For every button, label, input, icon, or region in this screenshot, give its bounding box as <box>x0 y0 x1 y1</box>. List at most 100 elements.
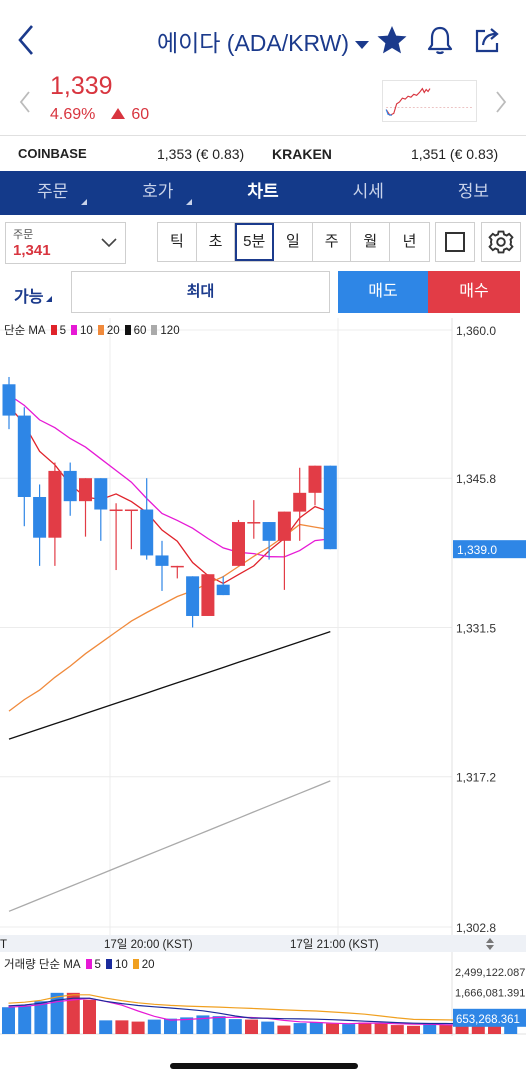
volume-bar <box>390 1025 404 1034</box>
x-tick-label: 17일 21:00 (KST) <box>290 937 379 951</box>
tab-info[interactable]: 정보 <box>421 171 526 215</box>
chevron-left-icon[interactable] <box>18 90 32 114</box>
period-second[interactable]: 초 <box>197 223 236 261</box>
vol-ma10-label: 10 <box>114 959 128 971</box>
current-price-tag <box>453 540 526 559</box>
volume-bar <box>164 1018 177 1034</box>
tab-order[interactable]: 주문 <box>0 171 105 215</box>
volume-bar <box>83 999 96 1034</box>
settings-button[interactable] <box>481 222 521 262</box>
vol-ma10-line <box>8 997 511 1025</box>
share-icon[interactable] <box>472 24 504 56</box>
exchange-name: COINBASE <box>18 146 87 161</box>
available-selector[interactable]: 가능 <box>14 283 53 307</box>
x-tick-label: T <box>0 939 7 951</box>
y-tick-label: 1,360.0 <box>456 324 496 338</box>
ma10-line <box>8 394 331 558</box>
candle-body <box>155 555 169 566</box>
sell-button[interactable]: 매도 <box>338 271 428 313</box>
tab-label: 정보 <box>457 182 490 201</box>
mini-chart[interactable] <box>382 80 477 122</box>
vol-ma20-label: 20 <box>141 959 155 971</box>
period-5min[interactable]: 5분 <box>235 223 275 261</box>
current-price-label: 1,339.0 <box>457 543 497 557</box>
ma60-line <box>8 630 331 740</box>
tab-label: 주문 <box>36 182 69 201</box>
candle-body <box>232 522 245 566</box>
ma20-line <box>8 523 331 712</box>
period-year[interactable]: 년 <box>402 233 417 250</box>
tab-label: 호가 <box>142 182 174 201</box>
volume-bar <box>309 1022 323 1034</box>
tab-label: 시세 <box>352 182 384 201</box>
volume-bar <box>439 1025 453 1034</box>
period-day[interactable]: 일 <box>274 223 313 261</box>
volume-bar <box>18 1005 32 1034</box>
x-axis-bar <box>0 935 526 952</box>
available-label: 가능 <box>14 289 44 306</box>
volume-bar <box>131 1021 145 1034</box>
y-tick-label: 1,302.8 <box>456 921 496 935</box>
current-volume-tag <box>453 1008 526 1027</box>
period-selector: 틱 초 5분 일 주 월 년 <box>157 222 430 262</box>
volume-bar <box>471 1024 485 1034</box>
chevron-left-icon[interactable] <box>14 22 40 58</box>
gear-icon <box>488 230 514 254</box>
candle-body <box>124 509 138 512</box>
tab-quotes[interactable]: 시세 <box>316 171 421 215</box>
max-button[interactable]: 최대 <box>71 271 330 313</box>
tab-orderbook[interactable]: 호가 <box>105 171 210 215</box>
candle-body <box>247 522 261 524</box>
exchange-value: 1,353 (€ 0.83) <box>157 146 245 162</box>
exchange-prices: COINBASE 1,353 (€ 0.83) KRAKEN 1,351 (€ … <box>0 135 526 171</box>
volume-bar <box>407 1025 420 1034</box>
buy-button[interactable]: 매수 <box>428 271 520 313</box>
order-price-select[interactable]: 주문 1,341 <box>5 222 126 264</box>
star-icon[interactable] <box>376 24 408 56</box>
trade-actions: 가능 최대 매도 매수 <box>0 270 526 314</box>
y-tick-label: 1,317.2 <box>456 771 496 785</box>
candle-body <box>79 478 92 502</box>
volume-bar <box>245 1019 258 1034</box>
chevron-right-icon[interactable] <box>494 90 508 114</box>
ma60-swatch <box>124 325 131 335</box>
ma5-line <box>8 405 331 585</box>
price-chart[interactable]: 단순 MA 5 10 20 60 120 거래량 단순 MA 5 10 20 1,360.0 1,… <box>0 318 526 1036</box>
candle-body <box>48 470 62 538</box>
bell-icon[interactable] <box>424 24 456 56</box>
ma120-swatch <box>151 325 158 335</box>
volume-bar <box>358 1022 372 1034</box>
price-summary: 1,339 4.69% 60 <box>0 70 526 134</box>
volume-legend-title: 거래량 단순 MA <box>4 959 81 971</box>
volume-bar <box>261 1021 275 1034</box>
ma120-label: 120 <box>160 325 180 337</box>
period-tick[interactable]: 틱 <box>158 223 197 261</box>
candle-body <box>2 384 16 416</box>
candle-body <box>277 511 291 541</box>
candle-body <box>140 509 154 556</box>
tab-chart[interactable]: 차트 <box>210 171 315 215</box>
corner-indicator-icon <box>81 199 88 205</box>
volume-bar <box>196 1015 210 1034</box>
price-change: 4.69% 60 <box>50 106 149 124</box>
vol-ma20-line <box>8 994 511 1022</box>
ma-legend-title: 단순 MA <box>4 325 46 337</box>
volume-bar <box>115 1020 129 1034</box>
volume-bar <box>423 1024 437 1034</box>
change-percent: 4.69% <box>50 106 96 123</box>
candle-body <box>94 478 108 510</box>
current-price: 1,339 <box>50 72 113 100</box>
triangle-up-icon <box>111 108 126 119</box>
ma60-label: 60 <box>133 325 147 337</box>
period-month[interactable]: 월 <box>351 223 391 261</box>
volume-bar <box>293 1023 307 1034</box>
volume-bar <box>342 1024 356 1034</box>
page-title[interactable]: 에이다 (ADA/KRW) <box>0 24 526 58</box>
candle-body <box>17 415 31 497</box>
layout-button[interactable] <box>435 222 475 262</box>
vol-ma5-label: 5 <box>94 959 101 971</box>
period-week[interactable]: 주 <box>313 223 352 261</box>
volume-bar <box>455 1026 469 1034</box>
chart-canvas[interactable]: 1,360.0 1,345.8 1,331.5 1,317.2 1,302.8 1,339… <box>0 318 526 1036</box>
volume-tick-label: 2,499,122.087 <box>455 967 525 979</box>
